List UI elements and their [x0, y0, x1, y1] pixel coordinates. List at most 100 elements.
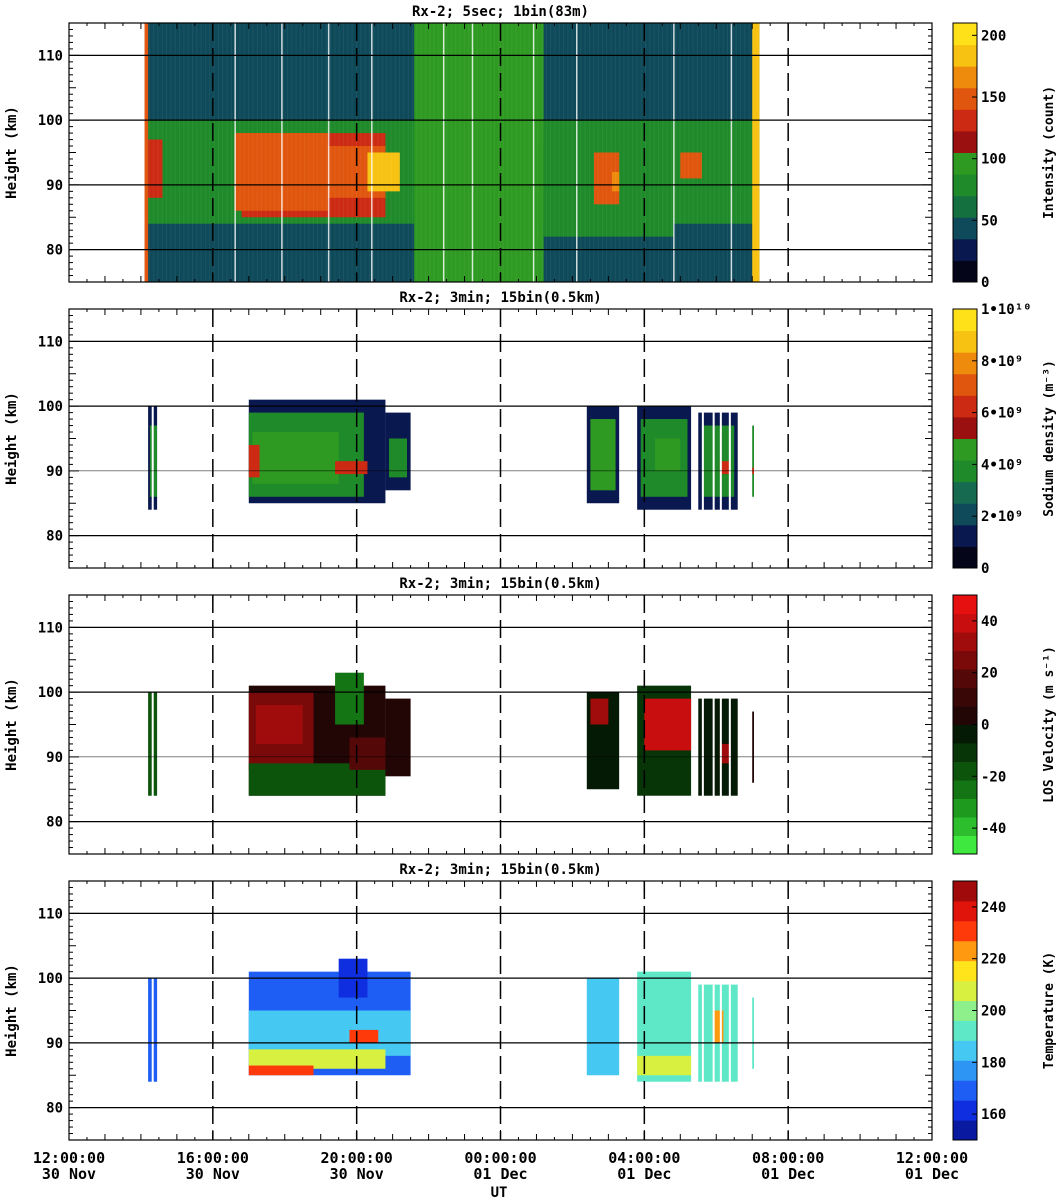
x-tick-time: 04:00:00	[608, 1149, 680, 1167]
streak	[506, 23, 508, 282]
heatmap-cell-9	[637, 1055, 692, 1076]
x-tick-date: 30 Nov	[42, 1165, 96, 1183]
streak	[386, 23, 388, 282]
streak	[515, 23, 517, 282]
y-axis-label: Height (km)	[4, 964, 20, 1057]
panel-title: Rx-2; 5sec; 1bin(83m)	[412, 4, 589, 20]
colorbar-tick-label: 4•10⁹	[981, 457, 1023, 473]
data-gap	[442, 23, 445, 282]
colorbar-tick-label: 0	[981, 275, 989, 291]
colorbar-tick-label: -20	[981, 769, 1006, 785]
streak	[468, 23, 470, 282]
colorbar-swatch	[953, 330, 977, 353]
streak	[213, 23, 215, 282]
colorbar-swatch	[953, 724, 977, 744]
x-tick-time: 12:00:00	[33, 1149, 105, 1167]
streak	[550, 23, 552, 282]
streak	[640, 23, 642, 282]
panel-title: Rx-2; 3min; 15bin(0.5km)	[399, 576, 601, 592]
heatmap-layers	[148, 881, 757, 1140]
streak	[200, 23, 202, 282]
streak	[739, 23, 741, 282]
heatmap-cell-6	[349, 1029, 379, 1043]
streak	[511, 23, 513, 282]
colorbar-swatch	[953, 881, 977, 902]
streak	[752, 23, 754, 282]
streak	[606, 23, 608, 282]
heatmap-cell-14	[144, 23, 149, 282]
streak	[394, 23, 396, 282]
heatmap-cell-10	[590, 419, 616, 491]
streak	[657, 23, 659, 282]
streak	[563, 23, 565, 282]
streak	[748, 23, 750, 282]
data-gap	[712, 309, 715, 568]
streak	[558, 23, 560, 282]
colorbar-swatch	[953, 260, 977, 283]
data-gap	[157, 595, 160, 854]
colorbar-swatch	[953, 66, 977, 89]
streak	[295, 23, 297, 282]
streak	[580, 23, 582, 282]
streak	[377, 23, 379, 282]
colorbar-frame	[952, 308, 978, 569]
colorbar-swatch	[953, 130, 977, 153]
streak	[588, 23, 590, 282]
streak	[291, 23, 293, 282]
data-gap	[701, 309, 704, 568]
streak	[364, 23, 366, 282]
streak	[321, 23, 323, 282]
heatmap-cell-8	[389, 438, 408, 478]
streak	[636, 23, 638, 282]
heatmap-cell-12	[698, 698, 738, 796]
colorbar: 160 180 200 220 240 Temperature (K)	[952, 880, 1057, 1141]
streak	[248, 23, 250, 282]
colorbar-swatch	[953, 960, 977, 982]
streak	[627, 23, 629, 282]
colorbar-label: Sodium density (m⁻³)	[1042, 360, 1057, 517]
data-gap	[719, 309, 722, 568]
heatmap-cell-9	[590, 698, 609, 725]
streak	[623, 23, 625, 282]
streak	[567, 23, 569, 282]
colorbar-swatch	[953, 900, 977, 922]
streak	[161, 23, 163, 282]
heatmap-cell-16	[719, 461, 731, 475]
streak	[278, 23, 280, 282]
data-gap	[151, 881, 154, 1140]
x-tick-date: 01 Dec	[761, 1165, 815, 1183]
y-axis-label: Height (km)	[4, 106, 20, 199]
colorbar-label: LOS Velocity (m s⁻¹)	[1042, 646, 1057, 803]
colorbar-swatch	[953, 817, 977, 836]
colorbar-swatch	[953, 687, 977, 707]
colorbar-swatch	[953, 460, 977, 483]
colorbar-tick-label: 20	[981, 666, 998, 682]
streak	[688, 23, 690, 282]
streak	[412, 23, 414, 282]
colorbar: 0 2•10⁹ 4•10⁹ 6•10⁹ 8•10⁹ 1•10¹⁰ Sodium densit…	[952, 302, 1057, 577]
streak	[524, 23, 526, 282]
colorbar-swatch	[953, 798, 977, 818]
panel-2: 80 90 100 110 Height (km) Rx-2; 3min; 15bin(0…	[4, 290, 1057, 577]
streak	[610, 23, 612, 282]
y-tick-label: 90	[46, 464, 63, 480]
data-gap	[728, 881, 731, 1140]
x-tick-date: 01 Dec	[905, 1165, 959, 1183]
streak	[157, 23, 159, 282]
colorbar-swatch	[953, 109, 977, 132]
heatmap-cell-4	[248, 1065, 314, 1076]
colorbar-swatch	[953, 669, 977, 688]
data-gap	[151, 595, 154, 854]
colorbar-swatch	[953, 1100, 977, 1121]
colorbar-tick-label: 240	[981, 900, 1006, 916]
data-gap	[157, 881, 160, 1140]
colorbar-swatch	[953, 217, 977, 240]
colorbar-label: Temperature (K)	[1042, 952, 1057, 1069]
data-gap	[719, 595, 722, 854]
streak	[437, 23, 439, 282]
streak	[325, 23, 327, 282]
streak	[226, 23, 228, 282]
streak	[204, 23, 206, 282]
heatmap-layers	[144, 23, 760, 282]
streak	[256, 23, 258, 282]
